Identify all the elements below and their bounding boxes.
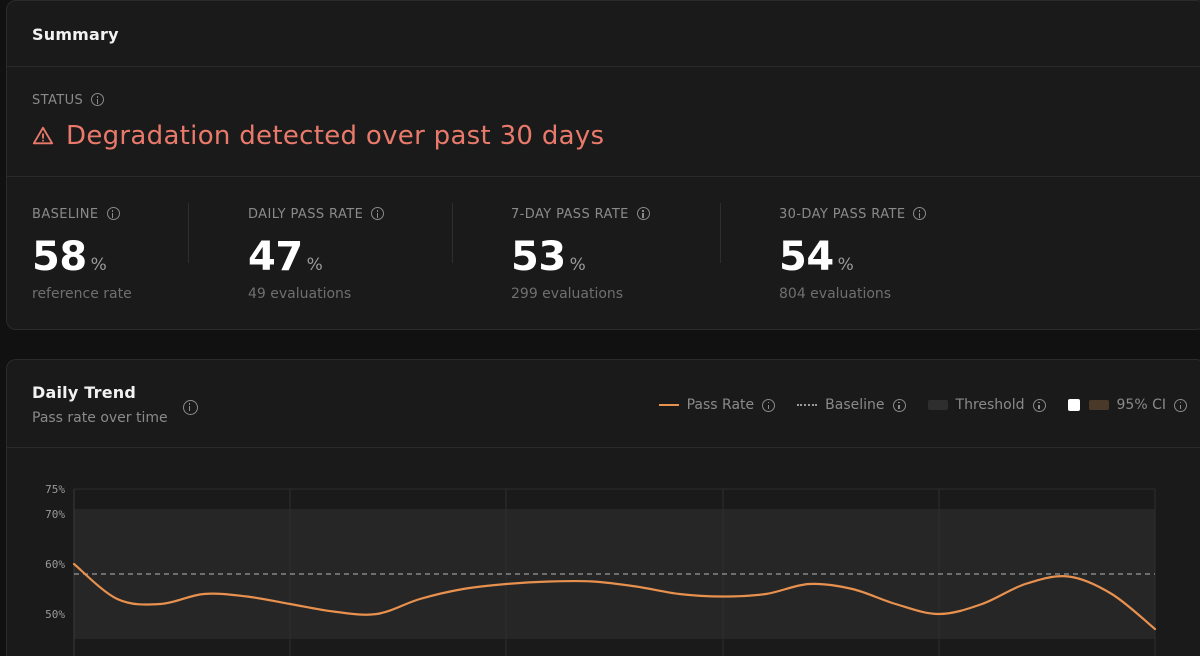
metric-label: 30-DAY PASS RATE — [779, 207, 906, 222]
info-icon[interactable] — [371, 207, 385, 220]
info-icon[interactable] — [1174, 398, 1187, 412]
pass-rate-line — [72, 562, 1157, 631]
metric-sub: 49 evaluations — [248, 286, 352, 302]
info-icon[interactable] — [183, 400, 198, 415]
pass-rate-swatch — [658, 404, 679, 406]
summary-card: Summary STATUS Degradation detected over… — [6, 0, 1200, 330]
trend-subtitle: Pass rate over time — [32, 410, 168, 426]
metric-unit: % — [837, 255, 854, 275]
info-icon[interactable] — [1032, 398, 1046, 412]
metric-divider — [188, 203, 189, 263]
summary-header: Summary — [7, 1, 1200, 67]
legend-ci[interactable]: 95% CI — [1067, 397, 1187, 413]
threshold-swatch — [927, 400, 948, 410]
metric-unit: % — [569, 255, 586, 275]
info-icon[interactable] — [91, 93, 105, 106]
metric-value: 54 — [779, 234, 834, 280]
metric-divider — [452, 203, 453, 263]
ci-swatch — [1088, 400, 1109, 410]
info-icon[interactable] — [636, 207, 650, 220]
info-icon[interactable] — [762, 398, 776, 412]
metric-value: 53 — [511, 234, 566, 280]
status-message: Degradation detected over past 30 days — [32, 121, 604, 151]
metric-label: 7-DAY PASS RATE — [511, 207, 629, 222]
legend-label: 95% CI — [1116, 397, 1166, 413]
y-tick-label: 75% — [45, 483, 65, 496]
status-label: STATUS — [32, 93, 84, 108]
legend-threshold[interactable]: Threshold — [927, 397, 1046, 413]
metric-daily-pass-rate: DAILY PASS RATE 47% 49 evaluations — [248, 203, 385, 302]
metric-30-day-pass-rate: 30-DAY PASS RATE 54% 804 evaluations — [779, 203, 927, 302]
info-icon[interactable] — [106, 207, 120, 220]
y-tick-label: 50% — [45, 608, 65, 621]
baseline-swatch — [797, 404, 818, 406]
legend-pass-rate[interactable]: Pass Rate — [658, 397, 776, 413]
legend-label: Threshold — [955, 397, 1025, 413]
metric-divider — [720, 203, 721, 263]
legend-label: Pass Rate — [686, 397, 755, 413]
summary-title: Summary — [32, 25, 119, 44]
ci-checkbox[interactable] — [1067, 399, 1080, 411]
trend-info — [175, 398, 198, 417]
y-tick-label: 60% — [45, 558, 65, 571]
status-message-text: Degradation detected over past 30 days — [66, 121, 605, 151]
divider — [7, 176, 1200, 177]
metric-sub: reference rate — [32, 286, 132, 302]
metric-unit: % — [90, 255, 107, 275]
y-tick-label: 70% — [45, 508, 65, 521]
legend-baseline[interactable]: Baseline — [797, 397, 906, 413]
info-icon[interactable] — [892, 398, 906, 412]
metric-unit: % — [306, 255, 323, 275]
metric-sub: 804 evaluations — [779, 286, 892, 302]
warning-triangle-icon — [32, 126, 54, 145]
daily-trend-card: Daily Trend Pass rate over time Pass Rat… — [6, 359, 1200, 656]
info-icon[interactable] — [913, 207, 927, 220]
legend-label: Baseline — [825, 397, 885, 413]
metric-sub: 299 evaluations — [511, 286, 624, 302]
chart-area: 75% 70% 60% 50% — [7, 447, 1200, 656]
metric-value: 58 — [32, 234, 87, 280]
metric-label: DAILY PASS RATE — [248, 207, 364, 222]
metric-baseline: BASELINE 58% reference rate — [32, 203, 132, 302]
pass-rate-chart: 75% 70% 60% 50% — [45, 483, 1157, 656]
trend-title: Daily Trend — [32, 383, 136, 402]
chart-legend: Pass Rate Baseline Threshold 95% CI — [637, 397, 1187, 413]
metric-value: 47 — [248, 234, 303, 280]
status-label-row: STATUS — [32, 89, 105, 108]
metric-7-day-pass-rate: 7-DAY PASS RATE 53% 299 evaluations — [511, 203, 650, 302]
metric-label: BASELINE — [32, 207, 99, 222]
